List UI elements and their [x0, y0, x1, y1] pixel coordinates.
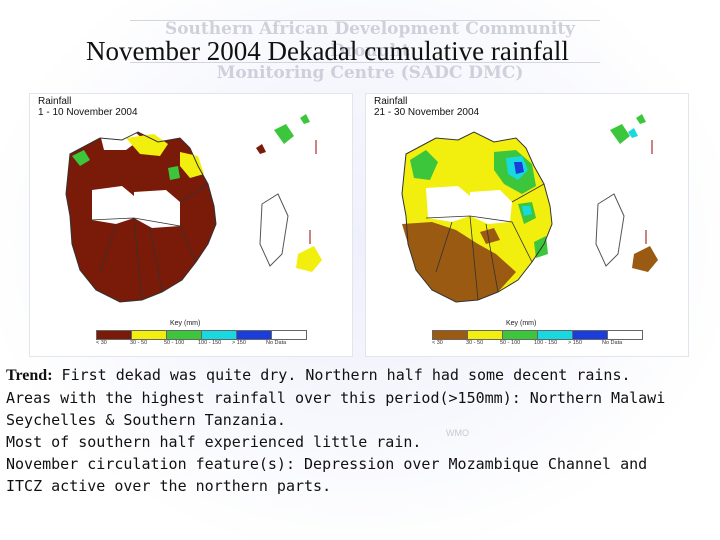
- mauritius-region: [296, 246, 322, 272]
- rainfall-map-dekad-1: Rainfall 1 - 10 November 2004 Key (mm) <…: [30, 94, 352, 356]
- watermark-rule-bottom: [130, 62, 600, 63]
- caption-line-4: Most of southern half experienced little…: [6, 433, 422, 451]
- legend-labels: < 30 30 - 50 50 - 100 100 - 150 > 150 No…: [432, 340, 636, 346]
- watermark-line-1: Southern African Development Community D…: [164, 19, 576, 61]
- seychelles-island-cluster: [274, 114, 310, 144]
- cyan-region-malawi: [522, 206, 532, 216]
- legend-label: < 30: [96, 340, 107, 346]
- map-drawing-dekad-1: [65, 114, 322, 303]
- caption-line-3: Seychelles & Southern Tanzania.: [6, 411, 286, 429]
- legend-label: 50 - 100: [164, 340, 185, 346]
- legend-swatch-gt150: [236, 330, 272, 340]
- legend-label: 30 - 50: [466, 340, 484, 346]
- trend-label: Trend:: [6, 367, 53, 384]
- legend-swatch-lt30: [432, 330, 468, 340]
- madagascar-no-data: [259, 193, 289, 267]
- green-region-north: [410, 150, 438, 180]
- legend-label: > 150: [568, 340, 582, 346]
- legend-label: 100 - 150: [534, 340, 558, 346]
- legend-label: < 30: [432, 340, 443, 346]
- legend-swatch-50-100: [166, 330, 202, 340]
- island-small-1: [256, 144, 266, 154]
- country-borders: [425, 183, 545, 301]
- mauritius-region: [632, 246, 658, 272]
- legend-swatch-no-data: [607, 330, 643, 340]
- no-data-angola-region: [426, 186, 470, 222]
- country-borders: [89, 183, 209, 301]
- slide-title: November 2004 Dekadal cumulative rainfal…: [86, 36, 569, 66]
- legend-swatch-gt150: [572, 330, 608, 340]
- map-label-title: Rainfall: [38, 96, 72, 107]
- legend-swatch-100-150: [537, 330, 573, 340]
- caption-line-2: Areas with the highest rainfall over thi…: [6, 389, 666, 407]
- legend-title: Key (mm): [506, 320, 537, 327]
- map-drawing-dekad-3: [401, 114, 658, 303]
- caption-line-1-text: First dekad was quite dry. Northern half…: [52, 366, 631, 384]
- watermark-rule-top: [130, 20, 600, 21]
- no-data-central-region: [470, 190, 512, 224]
- legend-labels: < 30 30 - 50 50 - 100 100 - 150 > 150 No…: [96, 340, 300, 346]
- caption-line-6: ITCZ active over the northern parts.: [6, 477, 332, 495]
- trend-caption: Trend: First dekad was quite dry. Northe…: [6, 364, 714, 497]
- watermark-line-2: Monitoring Centre (SADC DMC): [216, 63, 524, 83]
- madagascar-no-data: [595, 193, 625, 267]
- southwest-dry-region: [402, 222, 516, 302]
- blue-region-heavy-rain: [514, 162, 524, 174]
- legend-label: > 150: [232, 340, 246, 346]
- legend-label: 50 - 100: [500, 340, 521, 346]
- legend-swatch-30-50: [467, 330, 503, 340]
- legend-swatch-no-data: [271, 330, 307, 340]
- legend-bar: [96, 330, 307, 340]
- legend-label: 30 - 50: [130, 340, 148, 346]
- legend-swatch-lt30: [96, 330, 132, 340]
- caption-line-1: Trend: First dekad was quite dry. Northe…: [6, 364, 714, 387]
- no-data-drc-region: [100, 128, 142, 150]
- yellow-patch-east: [180, 152, 204, 178]
- no-data-central-region: [134, 190, 180, 228]
- yellow-patch-north: [126, 134, 168, 156]
- mainland-outline: [65, 131, 217, 303]
- green-patch-lake: [168, 166, 180, 180]
- map-label: Rainfall 1 - 10 November 2004: [38, 96, 138, 118]
- seychelles-island-cluster: [610, 114, 646, 144]
- brown-patch-zambia: [480, 228, 500, 244]
- map-label: Rainfall 21 - 30 November 2004: [374, 96, 479, 118]
- map-label-title: Rainfall: [374, 96, 408, 107]
- legend-label: 100 - 150: [198, 340, 222, 346]
- map-label-period: 1 - 10 November 2004: [38, 107, 138, 118]
- green-patch-north: [72, 150, 90, 166]
- legend-swatch-50-100: [502, 330, 538, 340]
- legend-label: No Data: [602, 340, 623, 346]
- no-data-angola-region: [92, 186, 134, 224]
- legend-swatch-30-50: [131, 330, 167, 340]
- caption-line-5: November circulation feature(s): Depress…: [6, 455, 648, 473]
- mainland-outline: [401, 131, 553, 303]
- legend-title: Key (mm): [170, 320, 201, 327]
- legend-bar: [432, 330, 643, 340]
- wmo-watermark: WMO: [446, 428, 469, 438]
- seychelles-cyan: [628, 128, 638, 138]
- rainfall-map-dekad-3: Rainfall 21 - 30 November 2004 Key (mm) …: [366, 94, 688, 356]
- map-label-period: 21 - 30 November 2004: [374, 107, 480, 118]
- legend-label: No Data: [266, 340, 287, 346]
- sadc-dmc-watermark: Southern African Development Community D…: [140, 18, 600, 84]
- legend-swatch-100-150: [201, 330, 237, 340]
